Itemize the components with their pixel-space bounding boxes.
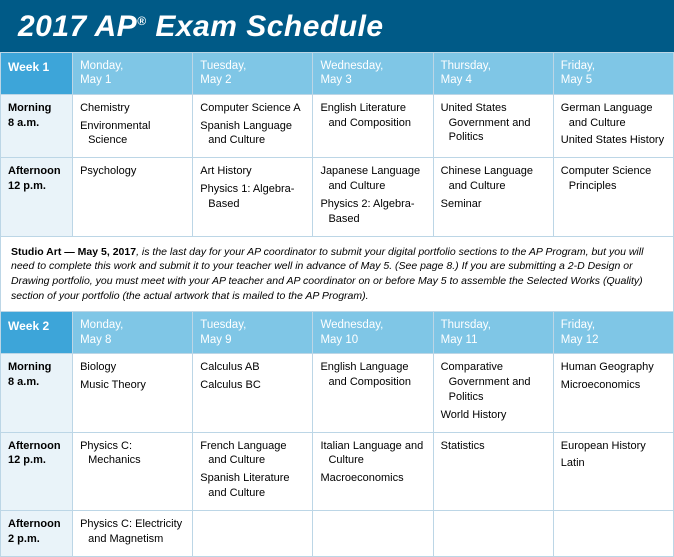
exam-item: Japanese Language and Culture: [320, 164, 425, 194]
exam-cell: Comparative Government and Politics World…: [433, 354, 553, 432]
exam-item: European History: [561, 439, 666, 454]
page-title: 2017 AP® Exam Schedule: [0, 0, 674, 52]
exam-item: Computer Science Principles: [561, 164, 666, 194]
exam-cell: Psychology: [73, 158, 193, 236]
day-header: Wednesday,May 3: [313, 53, 433, 95]
day-date: May 2: [200, 73, 305, 87]
day-date: May 4: [441, 73, 546, 87]
day-date: May 11: [441, 333, 546, 347]
time-label: Afternoon12 p.m.: [1, 432, 73, 510]
week-label: Week 1: [1, 53, 73, 95]
exam-item: Music Theory: [80, 378, 185, 393]
exam-item: Spanish Literature and Culture: [200, 471, 305, 501]
day-header: Friday,May 12: [553, 312, 673, 354]
exam-cell: [313, 510, 433, 556]
exam-item: Comparative Government and Politics: [441, 360, 546, 405]
exam-cell: English Language and Composition: [313, 354, 433, 432]
day-header: Tuesday,May 9: [193, 312, 313, 354]
exam-item: Chinese Language and Culture: [441, 164, 546, 194]
exam-item: Physics C: Electricity and Magnetism: [80, 517, 185, 547]
exam-cell: Biology Music Theory: [73, 354, 193, 432]
day-name: Thursday,: [441, 318, 546, 332]
day-name: Monday,: [80, 59, 185, 73]
exam-item: Calculus BC: [200, 378, 305, 393]
exam-item: Italian Language and Culture: [320, 439, 425, 469]
exam-item: Environmental Science: [80, 119, 185, 149]
day-name: Tuesday,: [200, 59, 305, 73]
exam-item: English Literature and Composition: [320, 101, 425, 131]
time-label: Afternoon12 p.m.: [1, 158, 73, 236]
exam-item: Physics 2: Algebra-Based: [320, 197, 425, 227]
exam-cell: English Literature and Composition: [313, 94, 433, 158]
exam-item: German Language and Culture: [561, 101, 666, 131]
day-name: Monday,: [80, 318, 185, 332]
exam-cell: Japanese Language and CulturePhysics 2: …: [313, 158, 433, 236]
exam-cell: Art History Physics 1: Algebra-Based: [193, 158, 313, 236]
exam-item: Macroeconomics: [320, 471, 425, 486]
exam-item: Psychology: [80, 164, 185, 179]
day-name: Friday,: [561, 59, 666, 73]
time-label: Morning8 a.m.: [1, 94, 73, 158]
studio-art-note: Studio Art — May 5, 2017, is the last da…: [1, 236, 674, 312]
exam-cell: Physics C: Mechanics: [73, 432, 193, 510]
exam-cell: United States Government and Politics: [433, 94, 553, 158]
exam-item: Physics C: Mechanics: [80, 439, 185, 469]
exam-item: United States Government and Politics: [441, 101, 546, 146]
day-date: May 10: [320, 333, 425, 347]
day-header: Friday,May 5: [553, 53, 673, 95]
day-name: Wednesday,: [320, 318, 425, 332]
exam-item: World History: [441, 408, 546, 423]
day-name: Tuesday,: [200, 318, 305, 332]
day-name: Friday,: [561, 318, 666, 332]
exam-item: Computer Science A: [200, 101, 305, 116]
exam-cell: Chinese Language and Culture Seminar: [433, 158, 553, 236]
exam-cell: [193, 510, 313, 556]
exam-item: Latin: [561, 456, 666, 471]
exam-item: Spanish Language and Culture: [200, 119, 305, 149]
exam-item: Human Geography: [561, 360, 666, 375]
exam-cell: Statistics: [433, 432, 553, 510]
day-date: May 12: [561, 333, 666, 347]
exam-item: Art History: [200, 164, 305, 179]
exam-cell: Italian Language and Culture Macroeconomi…: [313, 432, 433, 510]
day-date: May 9: [200, 333, 305, 347]
exam-item: Physics 1: Algebra-Based: [200, 182, 305, 212]
exam-item: French Language and Culture: [200, 439, 305, 469]
day-header: Tuesday,May 2: [193, 53, 313, 95]
exam-item: Biology: [80, 360, 185, 375]
day-header: Thursday,May 4: [433, 53, 553, 95]
exam-item: United States History: [561, 133, 666, 148]
day-date: May 5: [561, 73, 666, 87]
exam-cell: French Language and CultureSpanish Liter…: [193, 432, 313, 510]
day-header: Wednesday,May 10: [313, 312, 433, 354]
exam-item: Statistics: [441, 439, 546, 454]
exam-cell: Calculus AB Calculus BC: [193, 354, 313, 432]
schedule-table: Week 1Monday,May 1Tuesday,May 2Wednesday…: [0, 52, 674, 557]
exam-cell: Computer Science A Spanish Language and C…: [193, 94, 313, 158]
exam-cell: [433, 510, 553, 556]
exam-cell: Computer Science Principles: [553, 158, 673, 236]
exam-cell: European History Latin: [553, 432, 673, 510]
exam-item: Microeconomics: [561, 378, 666, 393]
exam-cell: [553, 510, 673, 556]
exam-item: Chemistry: [80, 101, 185, 116]
exam-cell: Chemistry Environmental Science: [73, 94, 193, 158]
exam-cell: Human Geography Microeconomics: [553, 354, 673, 432]
day-name: Thursday,: [441, 59, 546, 73]
exam-cell: Physics C: Electricity and Magnetism: [73, 510, 193, 556]
time-label: Afternoon2 p.m.: [1, 510, 73, 556]
day-header: Thursday,May 11: [433, 312, 553, 354]
week-label: Week 2: [1, 312, 73, 354]
time-label: Morning8 a.m.: [1, 354, 73, 432]
exam-item: Seminar: [441, 197, 546, 212]
day-date: May 3: [320, 73, 425, 87]
day-date: May 1: [80, 73, 185, 87]
day-date: May 8: [80, 333, 185, 347]
day-header: Monday,May 1: [73, 53, 193, 95]
exam-cell: German Language and Culture United States…: [553, 94, 673, 158]
exam-item: English Language and Composition: [320, 360, 425, 390]
day-name: Wednesday,: [320, 59, 425, 73]
day-header: Monday,May 8: [73, 312, 193, 354]
exam-item: Calculus AB: [200, 360, 305, 375]
